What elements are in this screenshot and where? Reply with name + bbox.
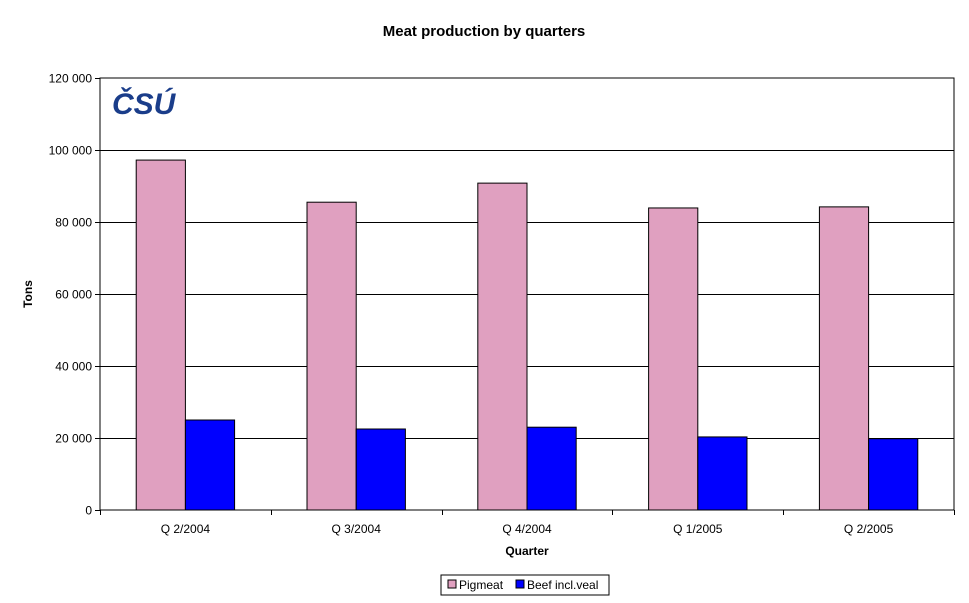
y-tick-label: 0 bbox=[85, 504, 92, 518]
y-tick-label: 80 000 bbox=[55, 216, 92, 230]
bar-beef-3 bbox=[697, 436, 748, 511]
x-tick-label: Q 1/2005 bbox=[673, 522, 723, 536]
bar-beef-0 bbox=[184, 419, 236, 511]
x-tick-label: Q 3/2004 bbox=[332, 522, 382, 536]
csu-logo: ČSÚ bbox=[112, 87, 177, 121]
legend: Pigmeat Beef incl.veal bbox=[440, 574, 610, 596]
y-tick-label: 120 000 bbox=[49, 72, 93, 86]
y-tick-label: 40 000 bbox=[55, 360, 92, 374]
bar-pigmeat-1 bbox=[306, 201, 357, 511]
bar-pigmeat-0 bbox=[135, 159, 186, 511]
chart-title: Meat production by quarters bbox=[383, 23, 586, 40]
bars bbox=[135, 159, 919, 511]
x-axis: Q 2/2004 Q 3/2004 Q 4/2004 Q 1/2005 Q 2/2005 bbox=[100, 510, 955, 536]
y-tick-label: 20 000 bbox=[55, 432, 92, 446]
y-tick-label: 60 000 bbox=[55, 288, 92, 302]
y-axis-label: Tons bbox=[21, 280, 35, 308]
legend-swatch-beef bbox=[515, 579, 525, 589]
y-tick-label: 100 000 bbox=[49, 144, 93, 158]
legend-box bbox=[440, 574, 610, 596]
x-tick-label: Q 2/2005 bbox=[844, 522, 894, 536]
bar-pigmeat-3 bbox=[648, 207, 699, 511]
legend-label-pigmeat: Pigmeat bbox=[459, 578, 504, 592]
legend-label-beef: Beef incl.veal bbox=[527, 578, 598, 592]
legend-swatch-pigmeat bbox=[447, 579, 457, 589]
bar-beef-1 bbox=[355, 428, 406, 511]
bar-pigmeat-2 bbox=[477, 182, 528, 511]
x-axis-label: Quarter bbox=[505, 544, 549, 558]
bar-beef-2 bbox=[526, 426, 577, 511]
y-axis: 0 20 000 40 000 60 000 80 000 100 000 120 000 bbox=[49, 72, 101, 518]
bar-pigmeat-4 bbox=[818, 206, 870, 511]
x-tick-label: Q 4/2004 bbox=[502, 522, 552, 536]
bar-beef-4 bbox=[868, 438, 919, 511]
x-tick-label: Q 2/2004 bbox=[161, 522, 211, 536]
